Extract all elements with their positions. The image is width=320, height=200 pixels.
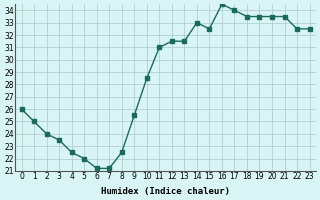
- X-axis label: Humidex (Indice chaleur): Humidex (Indice chaleur): [101, 187, 230, 196]
